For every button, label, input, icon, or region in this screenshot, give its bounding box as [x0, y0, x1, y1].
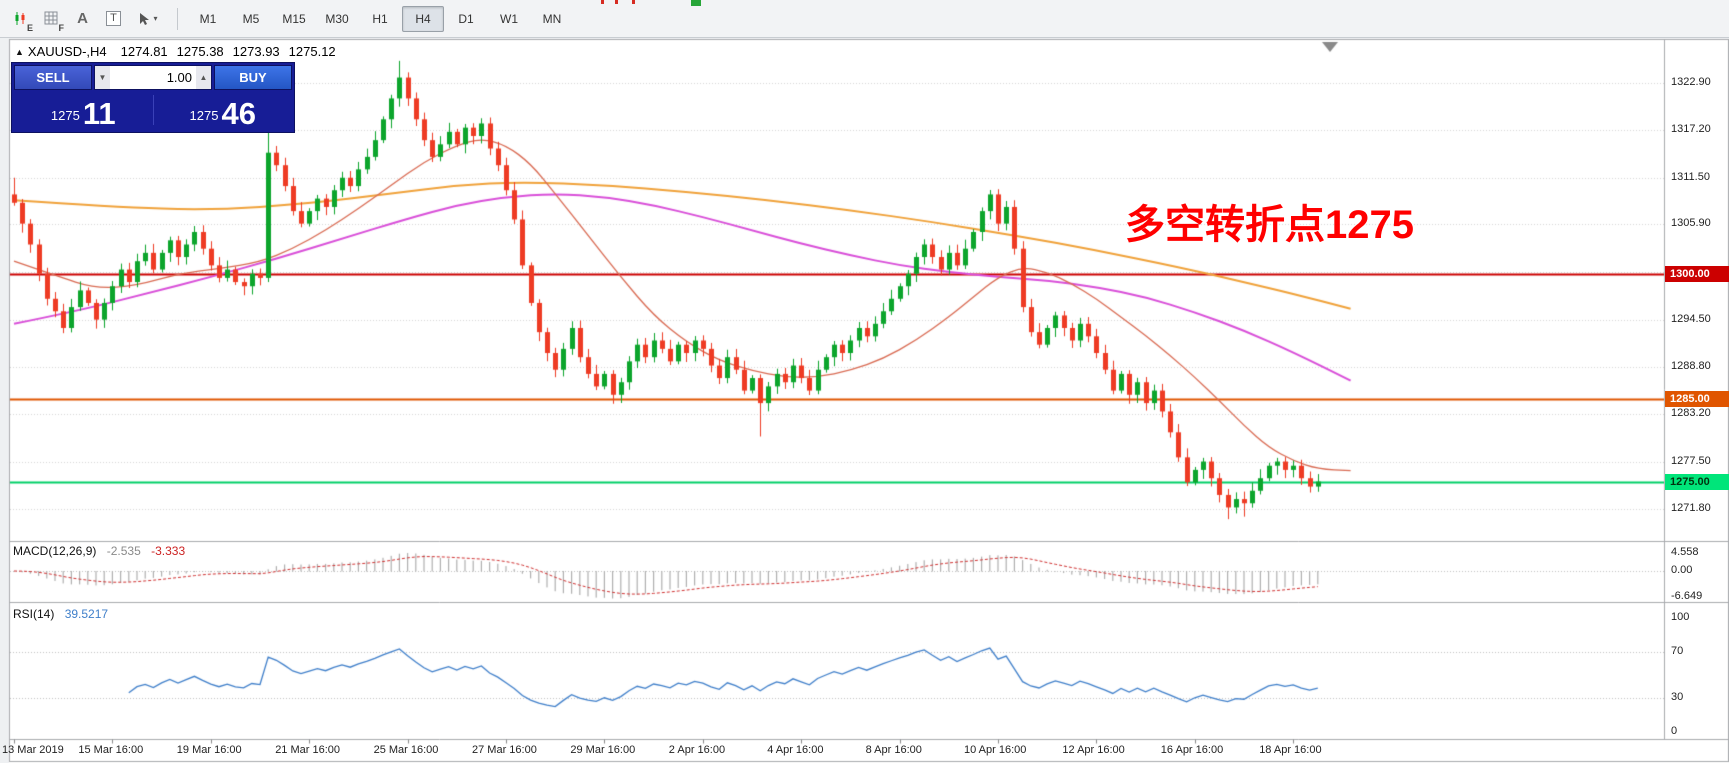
sell-price-display[interactable]: 1275 11 — [14, 90, 153, 130]
price-tick-label: 1271.80 — [1671, 502, 1711, 515]
rsi-name: RSI(14) — [13, 607, 55, 621]
macd-signal-value: -3.333 — [151, 544, 186, 558]
volume-input[interactable] — [110, 66, 196, 89]
price-axis[interactable]: 1322.90 1317.20 1311.50 1305.90 1294.50 1288.… — [1665, 39, 1729, 762]
timeframe-w1-button[interactable]: W1 — [500, 11, 518, 26]
open-value: 1274.81 — [120, 44, 168, 59]
grid-key-label: F — [58, 22, 65, 33]
timeframe-d1-button[interactable]: D1 — [458, 11, 474, 26]
buy-price-display[interactable]: 1275 46 — [154, 90, 293, 130]
timeframe-mn-button[interactable]: MN — [542, 11, 562, 26]
time-axis-label: 2 Apr 16:00 — [668, 744, 726, 756]
timeframe-h4-button[interactable]: H4 — [402, 5, 444, 32]
macd-indicator-label: MACD(12,26,9) -2.535 -3.333 — [13, 544, 185, 558]
price-tick-label: 1283.20 — [1671, 406, 1711, 419]
macd-axis-label: 0.00 — [1671, 564, 1693, 576]
rsi-axis-label: 100 — [1671, 611, 1690, 623]
macd-axis-label: 4.558 — [1671, 545, 1699, 558]
sell-price-pips: 11 — [82, 95, 116, 131]
time-axis-label: 4 Apr 16:00 — [767, 744, 824, 756]
grid-toggle-button[interactable]: F — [37, 5, 66, 33]
timeframe-m5-button[interactable]: M5 — [242, 11, 260, 26]
price-tick-label: 1294.50 — [1671, 312, 1711, 325]
time-axis-label: 16 Apr 16:00 — [1160, 744, 1224, 756]
price-tag-1275.00: 1275.00 — [1665, 474, 1729, 491]
price-tick-label: 1322.90 — [1671, 75, 1711, 88]
text-label-icon: A — [77, 10, 88, 27]
timeframe-m30-button[interactable]: M30 — [325, 11, 349, 26]
rsi-axis-label: 70 — [1671, 645, 1684, 658]
main-toolbar: E F A T ▾ M1 M5 M15 M30 H1 H4 D1 W1 MN — [0, 0, 1729, 38]
time-axis-label: 25 Mar 16:00 — [373, 744, 439, 756]
volume-stepper: ▼ ▲ — [94, 65, 212, 90]
timeframe-h1-button[interactable]: H1 — [372, 11, 388, 26]
rsi-axis-label: 0 — [1671, 725, 1678, 737]
macd-axis-label: -6.649 — [1671, 590, 1703, 603]
time-axis-label: 27 Mar 16:00 — [472, 744, 537, 756]
macd-main-value: -2.535 — [106, 544, 141, 558]
sell-button[interactable]: SELL — [14, 65, 92, 90]
rsi-indicator-label: RSI(14) 39.5217 — [13, 607, 108, 621]
buy-price-pips: 46 — [221, 95, 256, 131]
low-value: 1273.93 — [232, 44, 280, 59]
text-box-button[interactable]: T — [99, 5, 128, 33]
trade-panel-top-row: SELL ▼ ▲ BUY — [14, 65, 292, 90]
price-tick-label: 1305.90 — [1671, 217, 1711, 230]
symbol-label: XAUUSD-,H4 — [27, 44, 107, 59]
timeframe-m1-button[interactable]: M1 — [199, 11, 217, 26]
cursor-tool-dropdown[interactable]: ▾ — [130, 5, 166, 33]
time-axis-label: 15 Mar 16:00 — [78, 744, 144, 756]
time-axis-label: 8 Apr 16:00 — [865, 744, 922, 756]
buy-button[interactable]: BUY — [214, 65, 292, 90]
trade-panel-price-row: 1275 11 1275 46 — [14, 90, 292, 130]
one-click-trade-panel: SELL ▼ ▲ BUY 1275 11 1275 46 — [11, 62, 295, 133]
price-tick-label: 1288.80 — [1671, 360, 1711, 373]
high-value: 1275.38 — [176, 44, 224, 59]
cursor-icon — [140, 12, 150, 25]
volume-increase-button[interactable]: ▲ — [196, 66, 211, 89]
collapse-triangle-icon[interactable]: ▲ — [15, 46, 24, 57]
time-axis-label: 13 Mar 2019 — [2, 744, 64, 756]
price-tag-1285.00: 1285.00 — [1665, 390, 1729, 407]
chart-mode-button[interactable]: E — [6, 5, 35, 33]
price-tick-label: 1317.20 — [1671, 123, 1711, 136]
rsi-axis-label: 30 — [1671, 690, 1684, 703]
time-axis-label: 19 Mar 16:00 — [176, 744, 242, 756]
chart-text-annotation[interactable]: 多空转折点1275 — [1125, 203, 1414, 247]
text-box-icon: T — [106, 11, 121, 26]
text-label-button[interactable]: A — [68, 5, 97, 33]
bar-chart-icon — [15, 11, 24, 25]
price-tag-1300.00: 1300.00 — [1665, 265, 1729, 282]
rsi-value: 39.5217 — [64, 607, 109, 621]
price-tick-label: 1311.50 — [1671, 170, 1710, 183]
time-axis-label: 10 Apr 16:00 — [964, 744, 1027, 756]
time-axis-label: 12 Apr 16:00 — [1062, 744, 1125, 756]
grid-icon — [44, 11, 58, 25]
toolbar-separator — [177, 7, 178, 30]
time-axis-label: 21 Mar 16:00 — [275, 744, 341, 756]
time-axis[interactable]: 13 Mar 2019 15 Mar 16:00 19 Mar 16:00 21 Ma… — [0, 740, 1729, 763]
time-axis-label: 18 Apr 16:00 — [1259, 744, 1322, 756]
time-axis-label: 29 Mar 16:00 — [570, 744, 636, 756]
buy-price-base: 1275 — [189, 108, 219, 123]
chevron-down-icon: ▾ — [153, 14, 158, 23]
timeframe-m15-button[interactable]: M15 — [282, 11, 306, 26]
price-divider — [152, 95, 154, 125]
timeframe-group: M1 M5 M15 M30 H1 H4 D1 W1 MN — [187, 5, 574, 32]
chart-mode-key-label: E — [26, 22, 33, 33]
close-value: 1275.12 — [288, 44, 336, 59]
price-tick-label: 1277.50 — [1671, 454, 1711, 467]
chart-ohlc-header: ▲ XAUUSD-,H4 1274.81 1275.38 1273.93 127… — [15, 44, 345, 59]
sell-price-base: 1275 — [50, 108, 80, 123]
volume-decrease-button[interactable]: ▼ — [95, 66, 110, 89]
macd-name: MACD(12,26,9) — [13, 544, 97, 558]
